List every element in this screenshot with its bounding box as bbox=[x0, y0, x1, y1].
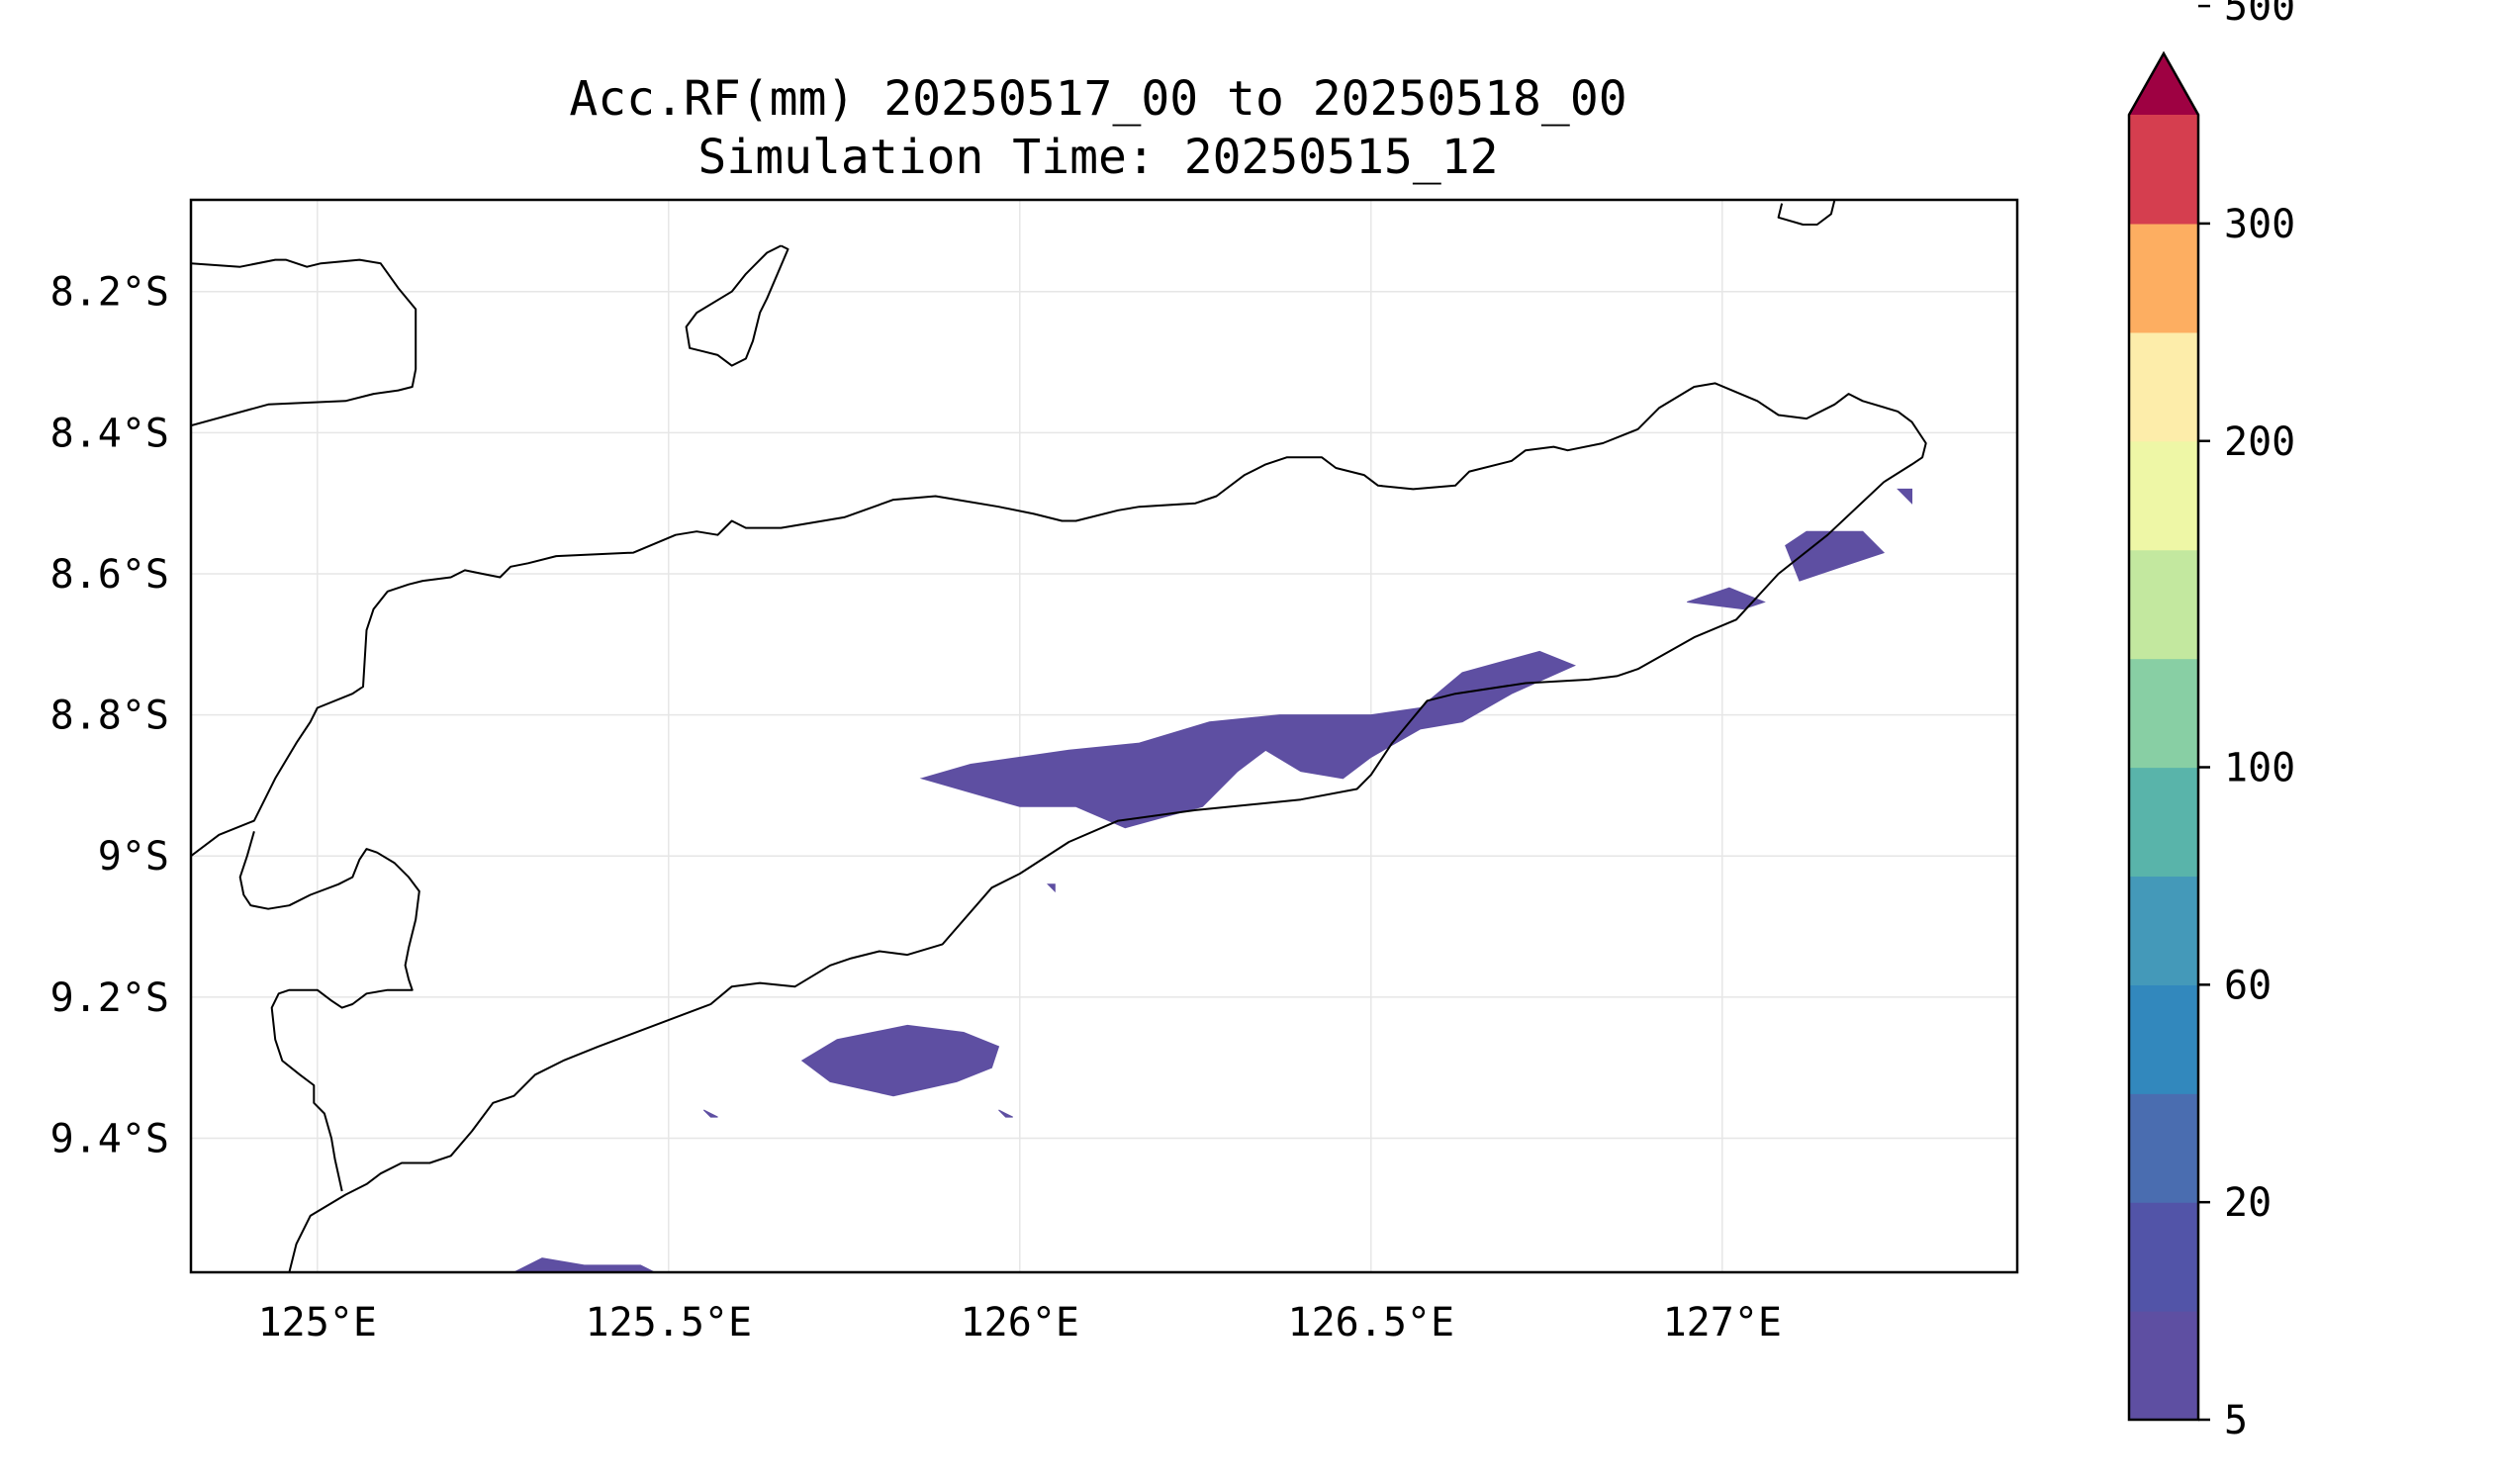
coastline bbox=[238, 831, 420, 1192]
title-line-1: Acc.RF(mm) 20250517_00 to 20250518_00 bbox=[569, 71, 1626, 127]
rain-area bbox=[1046, 883, 1056, 893]
coastline bbox=[1777, 200, 1836, 226]
colorbar-tick-label: 20 bbox=[2224, 1180, 2272, 1226]
coastlines bbox=[191, 200, 1927, 1272]
colorbar-bin bbox=[2129, 1311, 2198, 1421]
lat-tick-label: 9.2°S bbox=[50, 975, 169, 1021]
colorbar-bin bbox=[2129, 549, 2198, 660]
lat-tick-label: 9°S bbox=[98, 834, 169, 880]
rain-area bbox=[1785, 530, 1886, 582]
colorbar-bin bbox=[2129, 984, 2198, 1094]
coastline bbox=[191, 382, 1927, 1272]
colorbar-bin bbox=[2129, 440, 2198, 551]
colorbar-outline bbox=[2127, 50, 2200, 1422]
latitude-axis: 8.2°S 8.4°S 8.6°S 8.8°S 9°S 9.2°S 9.4°S bbox=[50, 270, 169, 1162]
rain-area bbox=[702, 1109, 718, 1118]
lon-tick-label: 126°E bbox=[961, 1300, 1079, 1345]
longitude-axis: 125°E 125.5°E 126°E 126.5°E 127°E bbox=[258, 1300, 1782, 1345]
lon-tick-label: 126.5°E bbox=[1288, 1300, 1455, 1345]
rain-area bbox=[1897, 488, 1912, 505]
colorbar-bin bbox=[2129, 1093, 2198, 1203]
rain-area bbox=[998, 1109, 1013, 1118]
map-panel bbox=[191, 200, 2017, 1272]
rain-area bbox=[513, 1257, 655, 1272]
coastline bbox=[191, 258, 417, 427]
lat-tick-label: 8.2°S bbox=[50, 270, 169, 316]
rain-area bbox=[1687, 587, 1766, 610]
colorbar-bin bbox=[2129, 876, 2198, 985]
colorbar-tick-label: 200 bbox=[2224, 419, 2295, 465]
colorbar-tick-label: 300 bbox=[2224, 202, 2295, 247]
colorbar-bin bbox=[2129, 658, 2198, 769]
lat-tick-label: 8.6°S bbox=[50, 552, 169, 598]
colorbar-bin bbox=[2129, 767, 2198, 878]
coastline bbox=[685, 244, 789, 367]
colorbar-bin bbox=[2129, 223, 2198, 333]
colorbar-tick-label: 500 bbox=[2224, 0, 2295, 30]
title-line-2: Simulation Time: 20250515_12 bbox=[697, 130, 1498, 185]
rain-area bbox=[800, 1024, 1000, 1097]
lon-tick-label: 125.5°E bbox=[586, 1300, 753, 1345]
colorbar: 5 20 60 100 200 300 500 bbox=[2127, 0, 2295, 1443]
colorbar-tick-label: 5 bbox=[2224, 1398, 2248, 1443]
colorbar-extend-arrow bbox=[2129, 53, 2198, 115]
lat-tick-label: 8.8°S bbox=[50, 694, 169, 739]
colorbar-bin bbox=[2129, 331, 2198, 442]
lon-tick-label: 125°E bbox=[258, 1300, 377, 1345]
lat-tick-label: 8.4°S bbox=[50, 411, 169, 456]
colorbar-bin bbox=[2129, 115, 2198, 225]
colorbar-tick-label: 60 bbox=[2224, 963, 2272, 1008]
map-frame bbox=[189, 198, 2019, 1274]
gridlines bbox=[191, 200, 2017, 1272]
lon-tick-label: 127°E bbox=[1663, 1300, 1782, 1345]
colorbar-bin bbox=[2129, 1202, 2198, 1312]
map-background bbox=[191, 200, 2017, 1272]
lat-tick-label: 9.4°S bbox=[50, 1117, 169, 1162]
colorbar-tick-label: 100 bbox=[2224, 746, 2295, 791]
